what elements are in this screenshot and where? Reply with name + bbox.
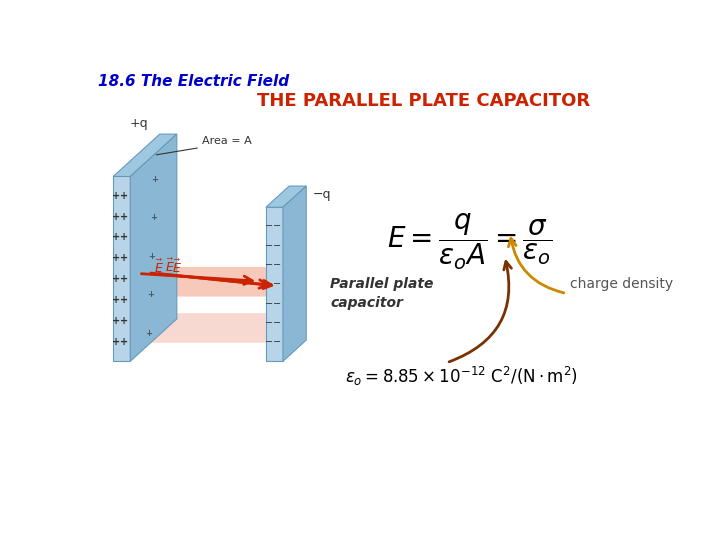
Polygon shape bbox=[266, 186, 306, 207]
Text: $\varepsilon_o = 8.85 \times 10^{-12}\ \mathrm{C}^2/(\mathrm{N} \cdot \mathrm{m}: $\varepsilon_o = 8.85 \times 10^{-12}\ \… bbox=[346, 365, 579, 388]
Text: −: − bbox=[273, 279, 281, 289]
Text: +: + bbox=[120, 274, 128, 284]
Text: +: + bbox=[120, 337, 128, 347]
Text: −: − bbox=[273, 241, 281, 251]
Text: +: + bbox=[120, 191, 128, 201]
Text: 18.6 The Electric Field: 18.6 The Electric Field bbox=[98, 74, 289, 89]
Text: $E = \dfrac{q}{\varepsilon_o A} = \dfrac{\sigma}{\varepsilon_o}$: $E = \dfrac{q}{\varepsilon_o A} = \dfrac… bbox=[387, 212, 552, 272]
Text: −: − bbox=[265, 279, 273, 289]
Text: $\vec{E}$: $\vec{E}$ bbox=[165, 258, 175, 275]
Polygon shape bbox=[113, 134, 177, 177]
Text: −: − bbox=[265, 318, 273, 328]
Polygon shape bbox=[266, 207, 283, 361]
Text: −q: −q bbox=[312, 188, 331, 201]
Text: +: + bbox=[120, 212, 128, 221]
Text: +: + bbox=[152, 174, 158, 184]
Polygon shape bbox=[130, 313, 299, 343]
Text: $\vec{E}$: $\vec{E}$ bbox=[153, 258, 163, 275]
Text: charge density: charge density bbox=[570, 277, 674, 291]
Text: +: + bbox=[112, 233, 120, 242]
Text: +: + bbox=[112, 212, 120, 221]
Text: +: + bbox=[120, 316, 128, 326]
Text: +: + bbox=[112, 337, 120, 347]
Polygon shape bbox=[113, 177, 130, 361]
Text: $\vec{E}$: $\vec{E}$ bbox=[172, 259, 182, 276]
Text: −: − bbox=[273, 299, 281, 308]
Text: +: + bbox=[145, 329, 153, 338]
Text: +: + bbox=[112, 316, 120, 326]
Polygon shape bbox=[283, 186, 306, 361]
Text: −: − bbox=[273, 221, 281, 232]
Text: −: − bbox=[273, 260, 281, 270]
Text: THE PARALLEL PLATE CAPACITOR: THE PARALLEL PLATE CAPACITOR bbox=[257, 92, 590, 110]
Text: +: + bbox=[148, 252, 156, 261]
Text: +: + bbox=[120, 295, 128, 305]
Text: Area = A: Area = A bbox=[202, 136, 251, 146]
Text: +: + bbox=[112, 253, 120, 264]
Text: +: + bbox=[150, 213, 157, 222]
Text: Parallel plate
capacitor: Parallel plate capacitor bbox=[330, 276, 433, 310]
Text: +: + bbox=[147, 290, 154, 299]
Text: −: − bbox=[265, 221, 273, 232]
Text: +: + bbox=[120, 233, 128, 242]
Text: +q: +q bbox=[130, 117, 148, 130]
Text: +: + bbox=[112, 274, 120, 284]
Polygon shape bbox=[130, 267, 299, 296]
Text: −: − bbox=[265, 337, 273, 347]
Text: −: − bbox=[265, 260, 273, 270]
Text: −: − bbox=[273, 318, 281, 328]
Text: −: − bbox=[265, 241, 273, 251]
Polygon shape bbox=[130, 134, 177, 361]
Text: −: − bbox=[265, 299, 273, 308]
Text: +: + bbox=[112, 191, 120, 201]
Text: −: − bbox=[273, 337, 281, 347]
Text: +: + bbox=[112, 295, 120, 305]
Text: +: + bbox=[120, 253, 128, 264]
